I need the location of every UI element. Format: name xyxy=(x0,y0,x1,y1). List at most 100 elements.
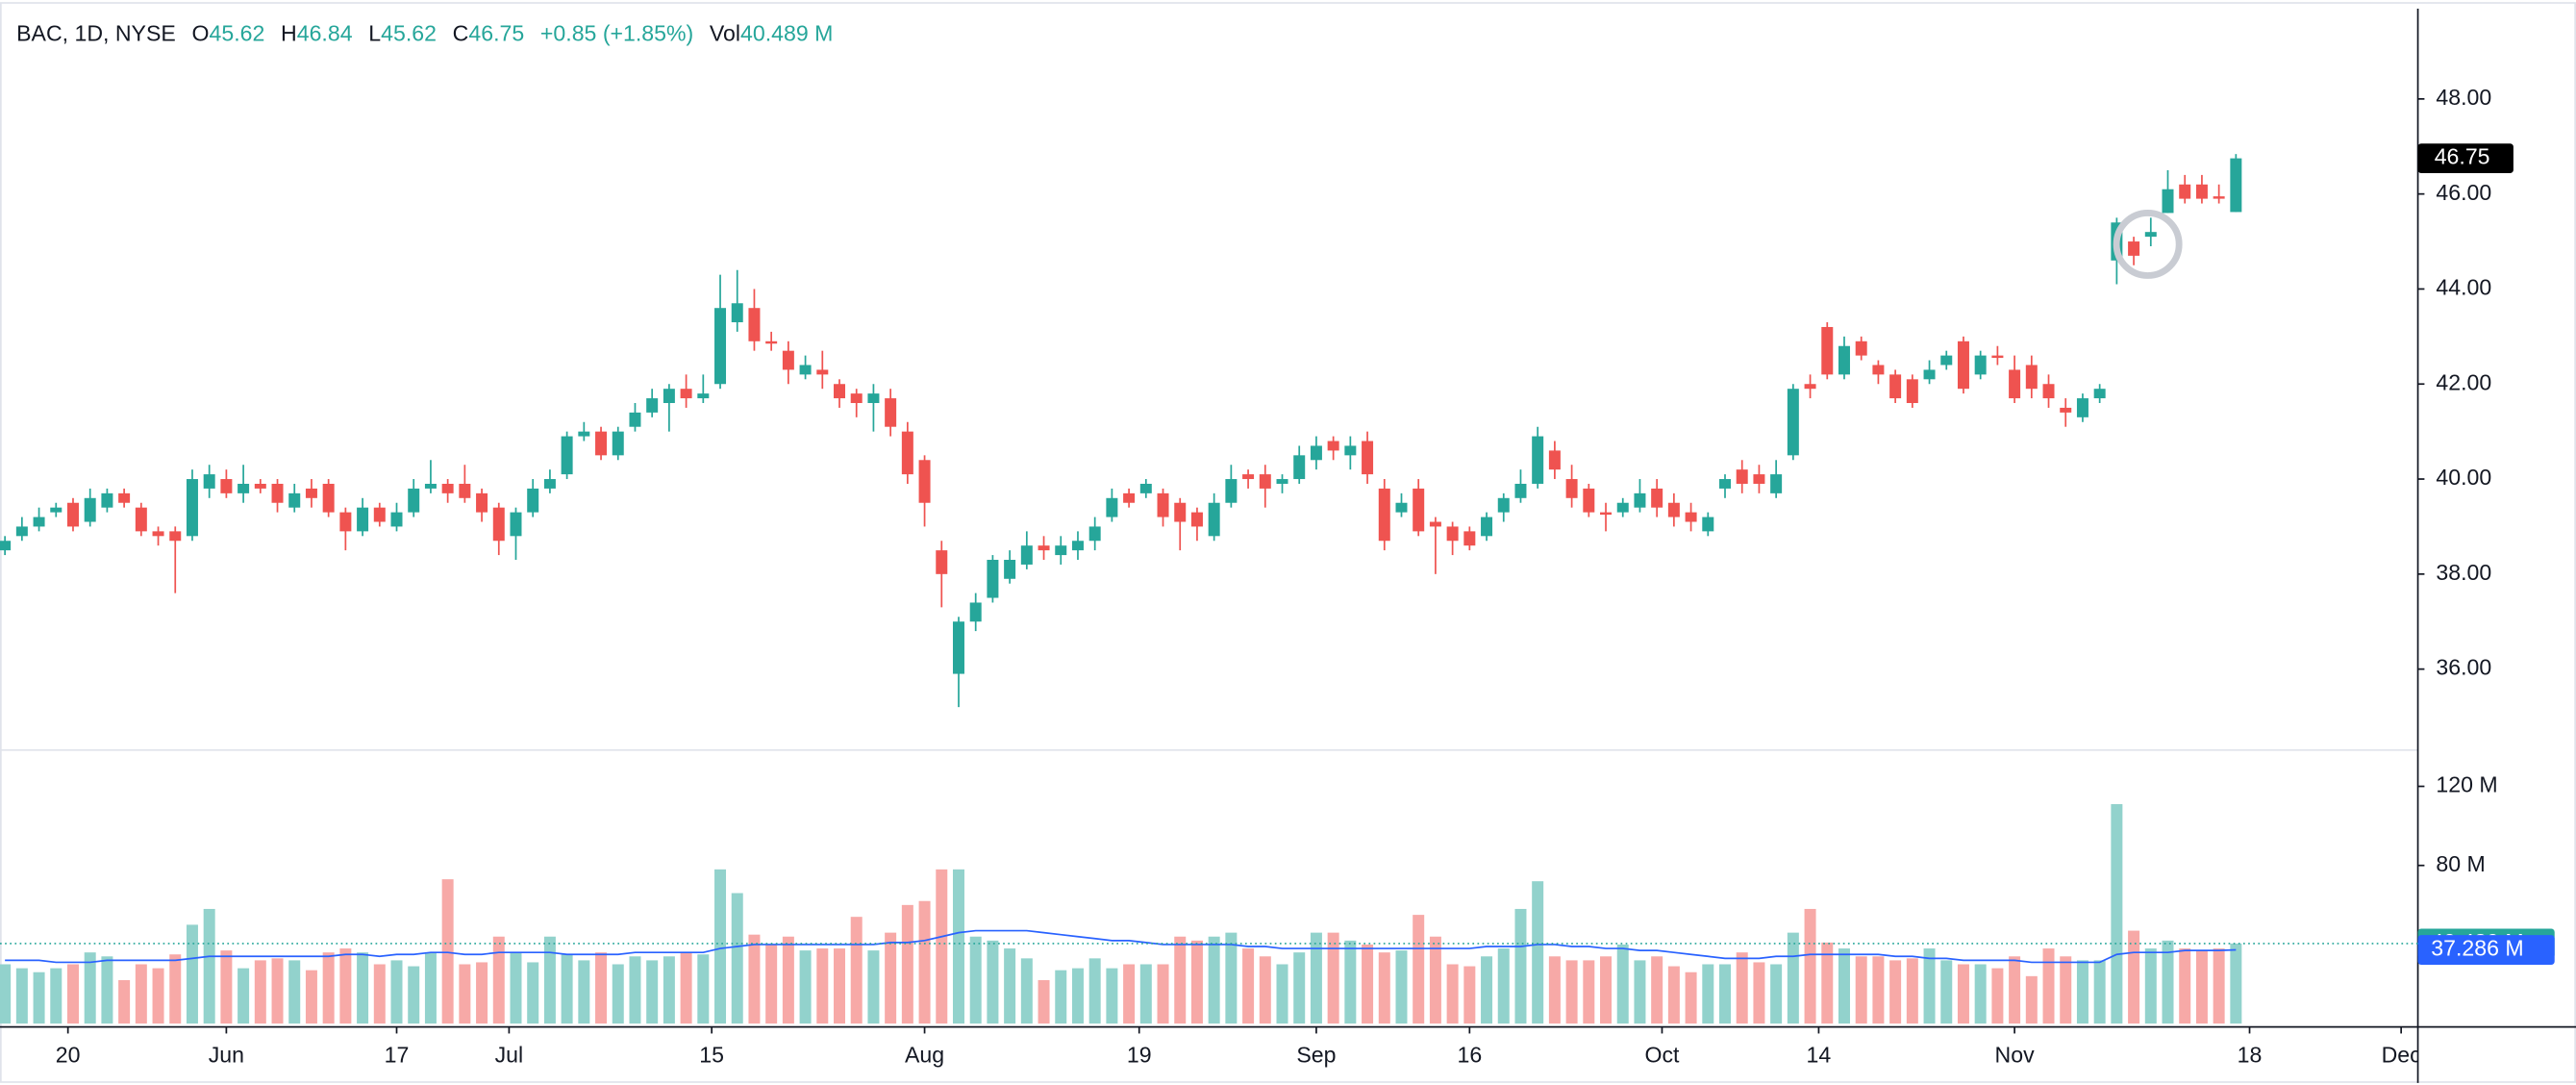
volume-bar xyxy=(816,948,829,1024)
candle-body xyxy=(1770,474,1783,493)
volume-bar xyxy=(1736,952,1748,1024)
candle-body xyxy=(1957,341,1969,390)
x-tick-label: Oct xyxy=(1644,1043,1680,1068)
volume-bar xyxy=(1276,964,1288,1024)
y-tick-label: 38.00 xyxy=(2436,560,2491,585)
close-value: 46.75 xyxy=(468,21,524,46)
volume-bar xyxy=(288,960,301,1024)
volume-bar xyxy=(782,936,794,1024)
ma-tag xyxy=(2417,935,2555,965)
candle-body xyxy=(867,393,880,404)
volume-bar xyxy=(1106,968,1118,1024)
candle-body xyxy=(1906,379,1918,404)
volume-bar xyxy=(731,893,743,1024)
candle-body xyxy=(543,479,556,489)
volume-bar xyxy=(1787,932,1799,1024)
volume-bar xyxy=(901,904,913,1024)
volume-bar xyxy=(390,960,403,1024)
candle-body xyxy=(1940,355,1953,366)
candle-body xyxy=(1991,355,2004,359)
open-letter: O xyxy=(192,21,210,46)
high-letter: H xyxy=(281,21,297,46)
candle-body xyxy=(2213,196,2225,199)
candle-body xyxy=(238,483,250,493)
candle-body xyxy=(492,507,505,542)
volume-bar xyxy=(1225,932,1238,1024)
candle-body xyxy=(1667,502,1680,517)
candle-body xyxy=(1974,355,1987,375)
volume-bar xyxy=(1446,964,1459,1024)
volume-bar xyxy=(2162,940,2174,1024)
volume-bar xyxy=(220,950,233,1024)
volume-bar xyxy=(1667,966,1680,1024)
volume-bar xyxy=(1055,970,1067,1024)
volume-bar xyxy=(1497,948,1510,1024)
volume-bar xyxy=(1855,956,1867,1024)
candle-body xyxy=(901,431,913,475)
volume-bar xyxy=(1651,956,1663,1024)
volume-bar xyxy=(1565,960,1578,1024)
candle-body xyxy=(1736,469,1748,484)
volume-bar xyxy=(1157,964,1169,1024)
candle-body xyxy=(1362,441,1374,475)
candle-body xyxy=(1719,479,1732,489)
volume-bar xyxy=(1429,936,1441,1024)
volume-value: 40.489 M xyxy=(740,21,833,46)
candle-body xyxy=(84,497,96,522)
candle-body xyxy=(748,308,761,341)
volume-bar xyxy=(1327,932,1339,1024)
volume-bar xyxy=(441,879,454,1024)
volume-bar xyxy=(238,968,250,1024)
candle-body xyxy=(1293,455,1306,480)
candle-body xyxy=(510,512,522,537)
volume-bar xyxy=(0,964,12,1024)
candle-body xyxy=(2093,389,2106,399)
candle-body xyxy=(305,488,317,498)
candle-body xyxy=(2230,158,2242,213)
candle-body xyxy=(1702,517,1714,532)
volume-bar xyxy=(1293,952,1306,1024)
volume-bar xyxy=(510,952,522,1024)
candle-body xyxy=(578,431,590,437)
candle-body xyxy=(1088,526,1101,542)
marks: 36.00 38.00 40.00 42.00 44.00 46.00 48.00 80 M 1… xyxy=(0,85,2498,1034)
candle-body xyxy=(66,502,79,527)
volume-bar xyxy=(561,954,573,1024)
volume-bar xyxy=(578,960,590,1024)
volume-bar xyxy=(305,970,317,1024)
change: +0.85 (+1.85%) xyxy=(540,21,693,46)
volume-bar xyxy=(1957,964,1969,1024)
volume-bar xyxy=(680,952,692,1024)
candle-body xyxy=(1821,326,1834,375)
candle-body xyxy=(2060,407,2072,413)
open-value: 45.62 xyxy=(209,21,264,46)
volume-bar xyxy=(543,936,556,1024)
volume-bar xyxy=(101,956,113,1024)
x-tick-label: 19 xyxy=(1127,1043,1152,1068)
candle-body xyxy=(408,488,420,513)
close-letter: C xyxy=(453,21,469,46)
volume-bar xyxy=(987,940,999,1024)
candle-body xyxy=(322,483,335,513)
candle-body xyxy=(527,488,539,513)
volume-bar xyxy=(1071,968,1084,1024)
volume-bar xyxy=(850,917,863,1024)
volume-tick-label: 80 M xyxy=(2436,851,2485,876)
volume-bar xyxy=(1208,936,1220,1024)
volume-bar xyxy=(33,971,45,1024)
volume-bar xyxy=(527,962,539,1024)
candle-body xyxy=(2128,241,2140,256)
volume-bar xyxy=(1413,915,1425,1024)
candle-body xyxy=(373,507,386,522)
volume-bar xyxy=(1463,966,1476,1024)
volume-bar xyxy=(2128,930,2140,1024)
volume-bar xyxy=(748,934,761,1024)
candle-body xyxy=(816,369,829,375)
volume-bar xyxy=(1872,956,1885,1024)
candle-body xyxy=(731,303,743,323)
volume-bar xyxy=(612,964,624,1024)
candle-body xyxy=(1259,474,1271,489)
candle-body xyxy=(2076,398,2088,417)
candle-body xyxy=(2162,189,2174,214)
candle-body xyxy=(799,365,812,375)
